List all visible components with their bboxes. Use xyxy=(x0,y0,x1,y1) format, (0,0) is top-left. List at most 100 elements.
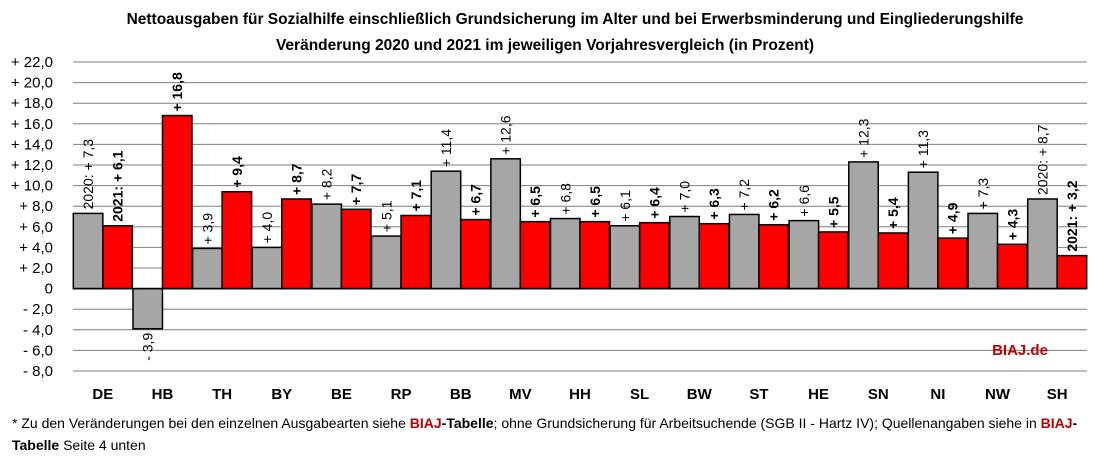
category-label-DE: DE xyxy=(92,386,113,403)
bar-2020-HE xyxy=(788,219,820,290)
y-tick-label: + 14,0 xyxy=(11,136,53,153)
bar-2021-NI xyxy=(937,237,969,290)
bars xyxy=(72,114,1088,330)
category-label-SL: SL xyxy=(630,386,649,403)
data-label-2020-DE: 2020: + 7,3 xyxy=(80,139,96,210)
bar-2020-HH xyxy=(549,217,581,290)
y-tick-label: + 4,0 xyxy=(19,239,53,256)
category-label-TH: TH xyxy=(212,386,232,403)
footnote-part2: ; ohne Grundsicherung für Arbeitsuchende… xyxy=(493,415,1041,431)
data-label-2020-HH: + 6,8 xyxy=(557,183,573,215)
footnote-tabelle-link-2[interactable]: -Tabelle xyxy=(12,415,1078,453)
category-label-HE: HE xyxy=(808,386,829,403)
data-label-2020-RP: + 5,1 xyxy=(378,200,394,232)
watermark-biaj: BIAJ.de xyxy=(992,342,1048,359)
category-label-MV: MV xyxy=(509,386,532,403)
bar-2021-HB xyxy=(161,114,193,290)
data-label-2020-TH: + 3,9 xyxy=(199,213,215,245)
bar-2020-NW xyxy=(967,212,999,290)
data-label-2021-BB: + 6,7 xyxy=(467,184,483,216)
bar-2020-TH xyxy=(191,247,223,290)
bar-2021-BY xyxy=(281,198,313,290)
data-label-2020-HB: - 3,9 xyxy=(140,333,156,361)
category-label-BY: BY xyxy=(271,386,292,403)
data-label-2020-BB: + 11,4 xyxy=(438,129,454,167)
bar-2020-BE xyxy=(311,203,343,290)
bar-2021-HH xyxy=(579,220,611,290)
data-label-2021-TH: + 9,4 xyxy=(229,156,245,188)
bar-2020-NI xyxy=(907,171,939,290)
bar-2020-BB xyxy=(430,170,462,290)
footnote-part3: Seite 4 unten xyxy=(59,437,146,453)
data-label-2020-SH: 2020: + 8,7 xyxy=(1034,124,1050,195)
footnote-biaj-link-2[interactable]: BIAJ xyxy=(1040,415,1073,431)
y-tick-label: + 16,0 xyxy=(11,116,53,133)
data-label-2021-NI: + 4,9 xyxy=(945,202,961,234)
data-label-2021-RP: + 7,1 xyxy=(408,180,424,212)
y-tick-label: + 2,0 xyxy=(19,260,53,277)
data-label-2021-BW: + 6,3 xyxy=(706,188,722,220)
bar-chart: Nettoausgaben für Sozialhilfe einschließ… xyxy=(11,11,1088,403)
data-label-2020-SN: + 12,3 xyxy=(855,118,871,158)
y-tick-label: - 2,0 xyxy=(23,301,53,318)
category-label-BE: BE xyxy=(331,386,352,403)
data-label-2020-MV: + 12,6 xyxy=(498,115,514,155)
data-label-2021-HE: + 5,5 xyxy=(825,196,841,228)
y-tick-label: + 8,0 xyxy=(19,198,53,215)
y-tick-label: + 12,0 xyxy=(11,157,53,174)
data-label-2020-NI: + 11,3 xyxy=(915,130,931,168)
bar-2020-MV xyxy=(490,158,522,290)
bar-2021-MV xyxy=(519,220,551,290)
data-label-2021-HB: + 16,8 xyxy=(169,72,185,112)
category-label-SN: SN xyxy=(868,386,889,403)
y-tick-label: 0 xyxy=(45,281,53,298)
chart-title-line2: Veränderung 2020 und 2021 im jeweiligen … xyxy=(276,37,814,54)
y-tick-label: + 10,0 xyxy=(11,178,53,195)
y-tick-label: - 4,0 xyxy=(23,322,53,339)
bar-2020-SH xyxy=(1026,198,1058,290)
x-axis-categories: DE HB TH BY BE RP BB MV HH SL BW ST HE SN NI NW SH xyxy=(92,386,1067,403)
data-label-2021-HH: + 6,5 xyxy=(587,186,603,218)
category-label-ST: ST xyxy=(749,386,768,403)
y-tick-label: + 18,0 xyxy=(11,95,53,112)
data-label-2021-NW: + 4,3 xyxy=(1004,209,1020,241)
bar-2020-ST xyxy=(728,213,760,290)
y-tick-label: - 8,0 xyxy=(23,363,53,380)
bar-2020-RP xyxy=(370,235,402,290)
y-tick-label: + 6,0 xyxy=(19,219,53,236)
bar-2020-DE xyxy=(72,212,104,290)
bar-2021-BB xyxy=(459,218,491,290)
data-label-2021-DE: 2021: + 6,1 xyxy=(110,150,126,221)
footnote-tabelle-link-1[interactable]: -Tabelle xyxy=(441,415,494,431)
y-tick-label: + 20,0 xyxy=(11,75,53,92)
bar-2021-SL xyxy=(638,221,670,290)
data-labels: 2020: + 7,3 2021: + 6,1 - 3,9 + 16,8 + 3,9 + … xyxy=(80,72,1080,361)
data-label-2021-BY: + 8,7 xyxy=(289,163,305,195)
data-label-2020-BE: + 8,2 xyxy=(319,168,335,200)
footnote-biaj-link-1[interactable]: BIAJ xyxy=(409,415,442,431)
data-label-2021-ST: + 6,2 xyxy=(766,189,782,221)
bar-2021-BW xyxy=(698,222,730,290)
bar-2021-SN xyxy=(877,232,909,290)
bar-2020-BY xyxy=(251,246,283,290)
category-label-BB: BB xyxy=(450,386,472,403)
data-label-2020-HE: + 6,6 xyxy=(796,185,812,217)
category-label-HH: HH xyxy=(569,386,591,403)
bar-2021-BE xyxy=(340,208,372,290)
footnote-part1: * Zu den Veränderungen bei den einzelnen… xyxy=(12,415,410,431)
bar-2020-BW xyxy=(669,215,701,290)
bar-2021-HE xyxy=(817,231,849,290)
category-label-NI: NI xyxy=(930,386,945,403)
footnote: * Zu den Veränderungen bei den einzelnen… xyxy=(12,412,1082,456)
y-tick-label: - 6,0 xyxy=(23,342,53,359)
category-label-HB: HB xyxy=(152,386,174,403)
bar-2021-NW xyxy=(996,243,1028,290)
data-label-2020-SL: + 6,1 xyxy=(617,190,633,222)
y-tick-label: + 22,0 xyxy=(11,54,53,71)
data-label-2020-BY: + 4,0 xyxy=(259,212,275,244)
category-label-BW: BW xyxy=(687,386,713,403)
bar-2021-TH xyxy=(221,191,253,290)
bar-2021-RP xyxy=(400,214,432,290)
category-label-NW: NW xyxy=(985,386,1011,403)
data-label-2021-BE: + 7,7 xyxy=(348,174,364,206)
